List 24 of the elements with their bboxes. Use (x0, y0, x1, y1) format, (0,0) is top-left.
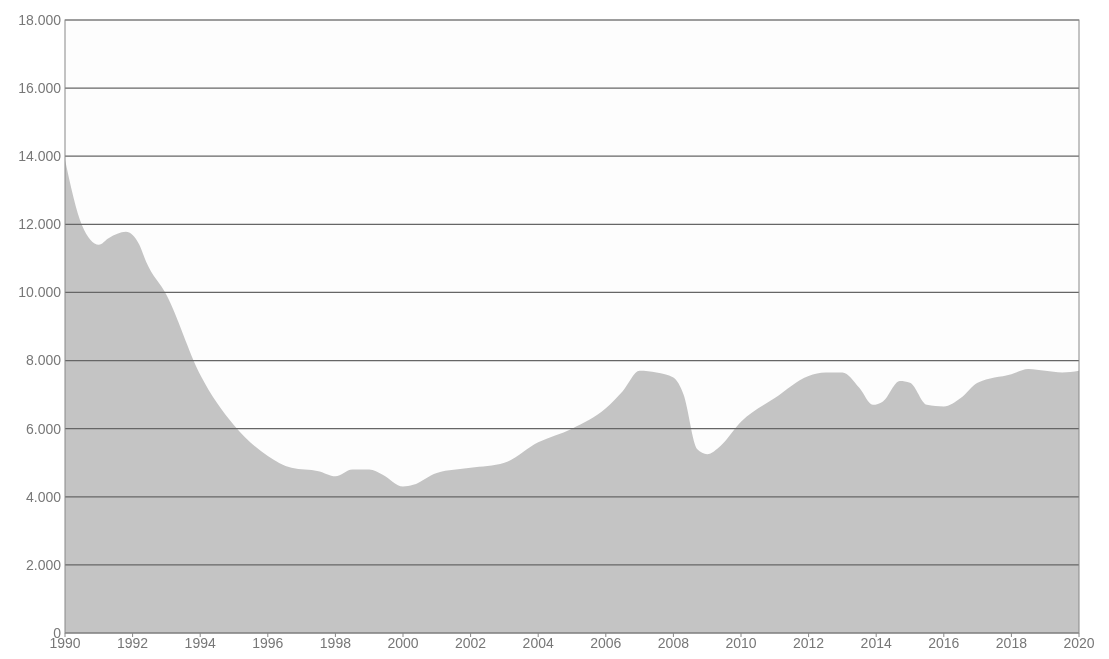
x-tick-label: 2014 (860, 635, 892, 651)
x-tick-label: 2016 (928, 635, 960, 651)
x-tick-label: 2018 (995, 635, 1028, 651)
x-tick-label: 2004 (522, 635, 554, 651)
y-tick-label: 14.000 (18, 148, 62, 165)
y-tick-label: 18.000 (18, 11, 62, 28)
x-tick-label: 2012 (793, 635, 825, 651)
x-tick-label: 2020 (1063, 635, 1095, 651)
y-tick-label: 4.000 (25, 488, 62, 505)
x-tick-label: 1996 (252, 635, 284, 651)
y-tick-label: 16.000 (18, 80, 62, 97)
y-tick-label: 10.000 (18, 284, 62, 301)
x-tick-label: 2006 (590, 635, 622, 651)
y-tick-label: 6.000 (25, 420, 62, 437)
x-tick-label: 2000 (387, 635, 419, 651)
x-tick-label: 1994 (184, 635, 216, 651)
y-tick-label: 8.000 (25, 352, 62, 369)
x-tick-label: 2002 (455, 635, 487, 651)
x-tick-label: 1998 (319, 635, 352, 651)
x-tick-label: 1992 (117, 635, 149, 651)
x-tick-label: 2010 (725, 635, 757, 651)
y-tick-label: 2.000 (25, 556, 62, 573)
y-tick-label: 12.000 (18, 216, 62, 233)
x-tick-label: 2008 (657, 635, 690, 651)
